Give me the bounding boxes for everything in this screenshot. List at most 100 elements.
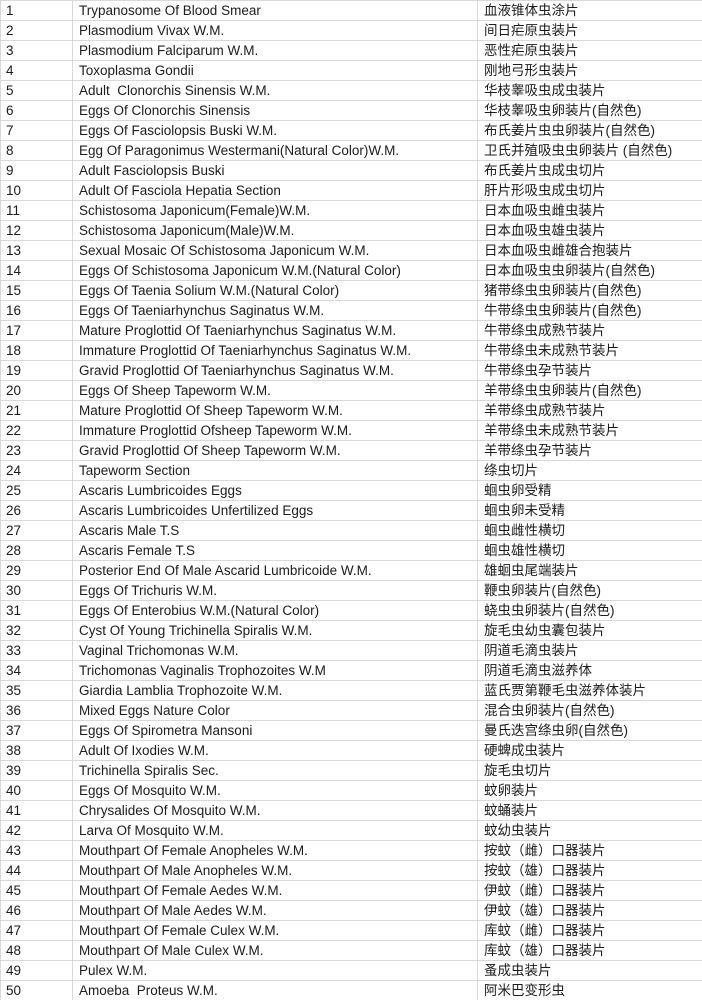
chinese-name-cell[interactable]: 雄蛔虫尾端装片 [484, 563, 579, 578]
row-number-cell[interactable]: 25 [0, 481, 73, 500]
chinese-name-cell[interactable]: 蓝氏贾第鞭毛虫滋养体装片 [484, 683, 646, 698]
english-name-cell[interactable]: Ascaris Female T.S [73, 541, 478, 560]
chinese-name-cell[interactable]: 间日疟原虫装片 [484, 23, 579, 38]
row-number-cell[interactable]: 15 [0, 281, 73, 300]
row-number-cell[interactable]: 47 [0, 921, 73, 940]
row-number-cell[interactable]: 26 [0, 501, 73, 520]
row-number-cell[interactable]: 36 [0, 701, 73, 720]
chinese-name-cell[interactable]: 布氏姜片虫成虫切片 [484, 163, 606, 178]
row-number-cell[interactable]: 18 [0, 341, 73, 360]
chinese-name-cell[interactable]: 阴道毛滴虫装片 [484, 643, 579, 658]
english-name-cell[interactable]: Eggs Of Taeniarhynchus Saginatus W.M. [73, 301, 478, 320]
row-number-cell[interactable]: 16 [0, 301, 73, 320]
english-name-cell[interactable]: Gravid Proglottid Of Sheep Tapeworm W.M. [73, 441, 478, 460]
chinese-name-cell[interactable]: 日本血吸虫虫卵装片(自然色) [484, 263, 655, 278]
english-name-cell[interactable]: Schistosoma Japonicum(Male)W.M. [73, 221, 478, 240]
chinese-name-cell[interactable]: 羊带绦虫未成熟节装片 [484, 423, 619, 438]
row-number-cell[interactable]: 23 [0, 441, 73, 460]
chinese-name-cell[interactable]: 卫氏并殖吸虫虫卵装片 (自然色) [484, 143, 673, 158]
row-number-cell[interactable]: 3 [0, 41, 73, 60]
chinese-name-cell[interactable]: 阿米巴变形虫 [484, 983, 565, 998]
chinese-name-cell[interactable]: 日本血吸虫雌虫装片 [484, 203, 606, 218]
row-number-cell[interactable]: 8 [0, 141, 73, 160]
english-name-cell[interactable]: Larva Of Mosquito W.M. [73, 821, 478, 840]
chinese-name-cell[interactable]: 蚤成虫装片 [484, 963, 552, 978]
chinese-name-cell[interactable]: 牛带绦虫孕节装片 [484, 363, 592, 378]
english-name-cell[interactable]: Mouthpart Of Male Aedes W.M. [73, 901, 478, 920]
chinese-name-cell[interactable]: 华枝睾吸虫成虫装片 [484, 83, 606, 98]
english-name-cell[interactable]: Eggs Of Schistosoma Japonicum W.M.(Natur… [73, 261, 478, 280]
chinese-name-cell[interactable]: 血液锥体虫涂片 [484, 3, 579, 18]
chinese-name-cell[interactable]: 布氏姜片虫虫卵装片(自然色) [484, 123, 655, 138]
chinese-name-cell[interactable]: 库蚊（雄）口器装片 [484, 943, 606, 958]
english-name-cell[interactable]: Eggs Of Mosquito W.M. [73, 781, 478, 800]
english-name-cell[interactable]: Ascaris Lumbricoides Eggs [73, 481, 478, 500]
row-number-cell[interactable]: 38 [0, 741, 73, 760]
english-name-cell[interactable]: Chrysalides Of Mosquito W.M. [73, 801, 478, 820]
row-number-cell[interactable]: 19 [0, 361, 73, 380]
english-name-cell[interactable]: Adult Fasciolopsis Buski [73, 161, 478, 180]
english-name-cell[interactable]: Gravid Proglottid Of Taeniarhynchus Sagi… [73, 361, 478, 380]
row-number-cell[interactable]: 39 [0, 761, 73, 780]
chinese-name-cell[interactable]: 羊带绦虫孕节装片 [484, 443, 592, 458]
row-number-cell[interactable]: 50 [0, 981, 73, 1000]
english-name-cell[interactable]: Plasmodium Vivax W.M. [73, 21, 478, 40]
english-name-cell[interactable]: Cyst Of Young Trichinella Spiralis W.M. [73, 621, 478, 640]
row-number-cell[interactable]: 7 [0, 121, 73, 140]
chinese-name-cell[interactable]: 按蚊（雄）口器装片 [484, 863, 606, 878]
english-name-cell[interactable]: Trypanosome Of Blood Smear [73, 1, 478, 20]
row-number-cell[interactable]: 44 [0, 861, 73, 880]
english-name-cell[interactable]: Vaginal Trichomonas W.M. [73, 641, 478, 660]
english-name-cell[interactable]: Mature Proglottid Of Taeniarhynchus Sagi… [73, 321, 478, 340]
chinese-name-cell[interactable]: 绦虫切片 [484, 463, 538, 478]
row-number-cell[interactable]: 20 [0, 381, 73, 400]
row-number-cell[interactable]: 31 [0, 601, 73, 620]
chinese-name-cell[interactable]: 日本血吸虫雄虫装片 [484, 223, 606, 238]
row-number-cell[interactable]: 10 [0, 181, 73, 200]
row-number-cell[interactable]: 12 [0, 221, 73, 240]
chinese-name-cell[interactable]: 刚地弓形虫装片 [484, 63, 579, 78]
chinese-name-cell[interactable]: 蛔虫雌性横切 [484, 523, 565, 538]
chinese-name-cell[interactable]: 曼氏迭宫绦虫卵(自然色) [484, 723, 628, 738]
english-name-cell[interactable]: Egg Of Paragonimus Westermani(Natural Co… [73, 141, 478, 160]
english-name-cell[interactable]: Posterior End Of Male Ascarid Lumbricoid… [73, 561, 478, 580]
english-name-cell[interactable]: Tapeworm Section [73, 461, 478, 480]
english-name-cell[interactable]: Eggs Of Fasciolopsis Buski W.M. [73, 121, 478, 140]
chinese-name-cell[interactable]: 蛔虫卵未受精 [484, 503, 565, 518]
row-number-cell[interactable]: 33 [0, 641, 73, 660]
chinese-name-cell[interactable]: 恶性疟原虫装片 [484, 43, 579, 58]
row-number-cell[interactable]: 40 [0, 781, 73, 800]
chinese-name-cell[interactable]: 阴道毛滴虫滋养体 [484, 663, 592, 678]
row-number-cell[interactable]: 11 [0, 201, 73, 220]
row-number-cell[interactable]: 30 [0, 581, 73, 600]
row-number-cell[interactable]: 13 [0, 241, 73, 260]
row-number-cell[interactable]: 34 [0, 661, 73, 680]
row-number-cell[interactable]: 1 [0, 1, 73, 20]
row-number-cell[interactable]: 37 [0, 721, 73, 740]
row-number-cell[interactable]: 35 [0, 681, 73, 700]
row-number-cell[interactable]: 24 [0, 461, 73, 480]
english-name-cell[interactable]: Pulex W.M. [73, 961, 478, 980]
row-number-cell[interactable]: 2 [0, 21, 73, 40]
chinese-name-cell[interactable]: 旋毛虫切片 [484, 763, 552, 778]
english-name-cell[interactable]: Immature Proglottid Ofsheep Tapeworm W.M… [73, 421, 478, 440]
row-number-cell[interactable]: 17 [0, 321, 73, 340]
chinese-name-cell[interactable]: 牛带绦虫虫卵装片(自然色) [484, 303, 642, 318]
row-number-cell[interactable]: 4 [0, 61, 73, 80]
english-name-cell[interactable]: Sexual Mosaic Of Schistosoma Japonicum W… [73, 241, 478, 260]
chinese-name-cell[interactable]: 羊带绦虫虫卵装片(自然色) [484, 383, 642, 398]
chinese-name-cell[interactable]: 伊蚊（雌）口器装片 [484, 883, 606, 898]
row-number-cell[interactable]: 5 [0, 81, 73, 100]
english-name-cell[interactable]: Schistosoma Japonicum(Female)W.M. [73, 201, 478, 220]
chinese-name-cell[interactable]: 蚊卵装片 [484, 783, 538, 798]
row-number-cell[interactable]: 9 [0, 161, 73, 180]
english-name-cell[interactable]: Immature Proglottid Of Taeniarhynchus Sa… [73, 341, 478, 360]
english-name-cell[interactable]: Eggs Of Sheep Tapeworm W.M. [73, 381, 478, 400]
english-name-cell[interactable]: Adult Of Ixodies W.M. [73, 741, 478, 760]
english-name-cell[interactable]: Trichinella Spiralis Sec. [73, 761, 478, 780]
english-name-cell[interactable]: Mouthpart Of Female Aedes W.M. [73, 881, 478, 900]
english-name-cell[interactable]: Ascaris Male T.S [73, 521, 478, 540]
chinese-name-cell[interactable]: 按蚊（雌）口器装片 [484, 843, 606, 858]
row-number-cell[interactable]: 27 [0, 521, 73, 540]
chinese-name-cell[interactable]: 蚊蛹装片 [484, 803, 538, 818]
